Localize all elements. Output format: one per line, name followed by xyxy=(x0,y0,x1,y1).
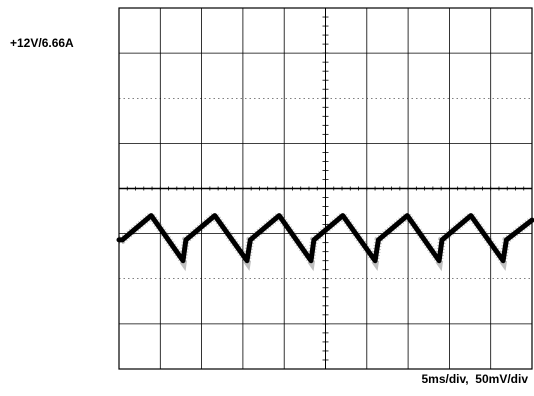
scale-label: 5ms/div, 50mV/div xyxy=(421,372,529,386)
waveform-trace xyxy=(116,209,534,272)
channel-label: +12V/6.66A xyxy=(10,36,74,50)
graticule xyxy=(118,7,533,370)
ripple-trace-noise xyxy=(119,209,534,272)
ripple-trace xyxy=(116,213,534,264)
